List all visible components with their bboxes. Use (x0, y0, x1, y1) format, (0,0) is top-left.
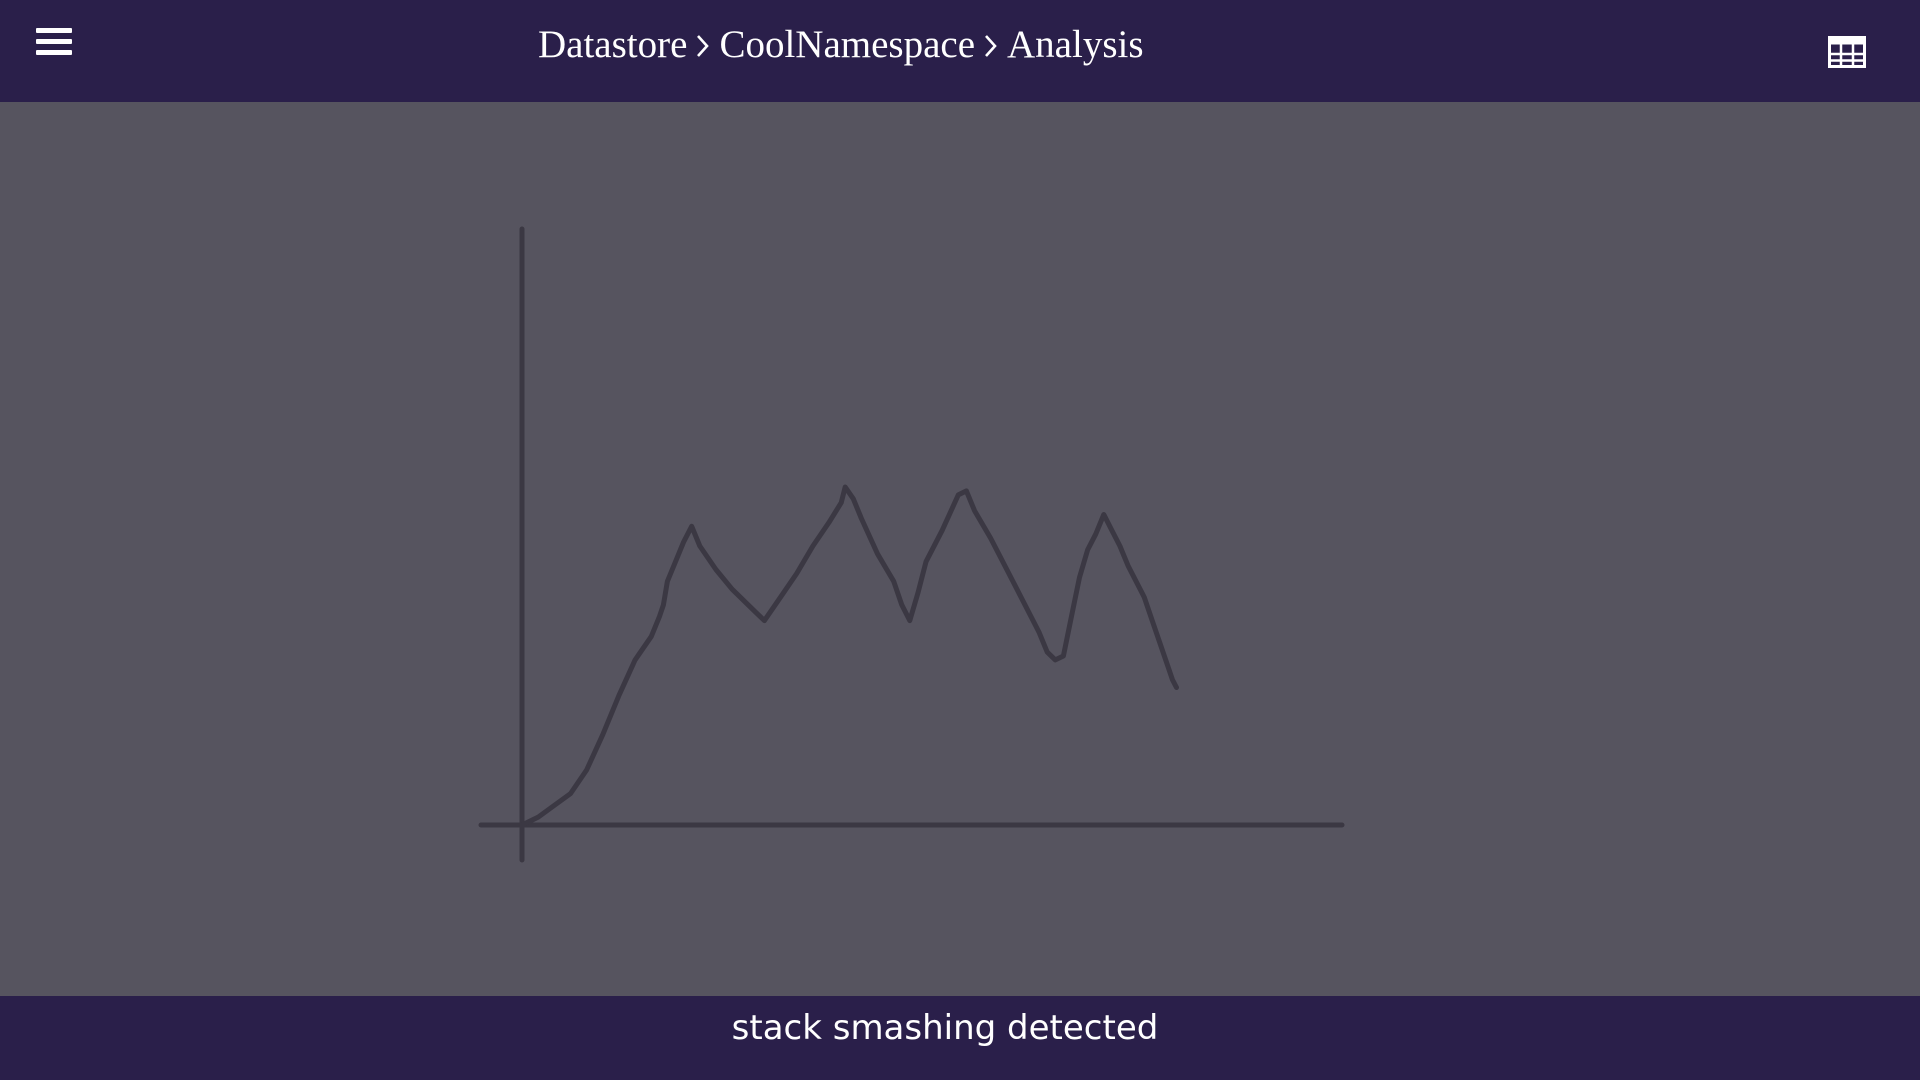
chevron-right-icon (975, 20, 1007, 68)
series-line-0 (519, 484, 1179, 828)
table-grid-icon[interactable] (1828, 36, 1866, 68)
breadcrumb-item-datastore[interactable]: Datastore (538, 22, 688, 66)
status-message: stack smashing detected (731, 1008, 1159, 1048)
line-chart (478, 226, 1345, 863)
chart-canvas (0, 102, 1920, 996)
breadcrumb-item-analysis[interactable]: Analysis (1007, 22, 1144, 66)
chevron-right-icon (687, 20, 719, 68)
status-bar: stack smashing detected (0, 996, 1920, 1080)
breadcrumb-item-namespace[interactable]: CoolNamespace (719, 22, 976, 66)
hamburger-menu-icon[interactable] (36, 26, 72, 58)
top-bar: Datastore CoolNamespace Analysis (0, 0, 1920, 102)
breadcrumb: Datastore CoolNamespace Analysis (538, 20, 1144, 68)
